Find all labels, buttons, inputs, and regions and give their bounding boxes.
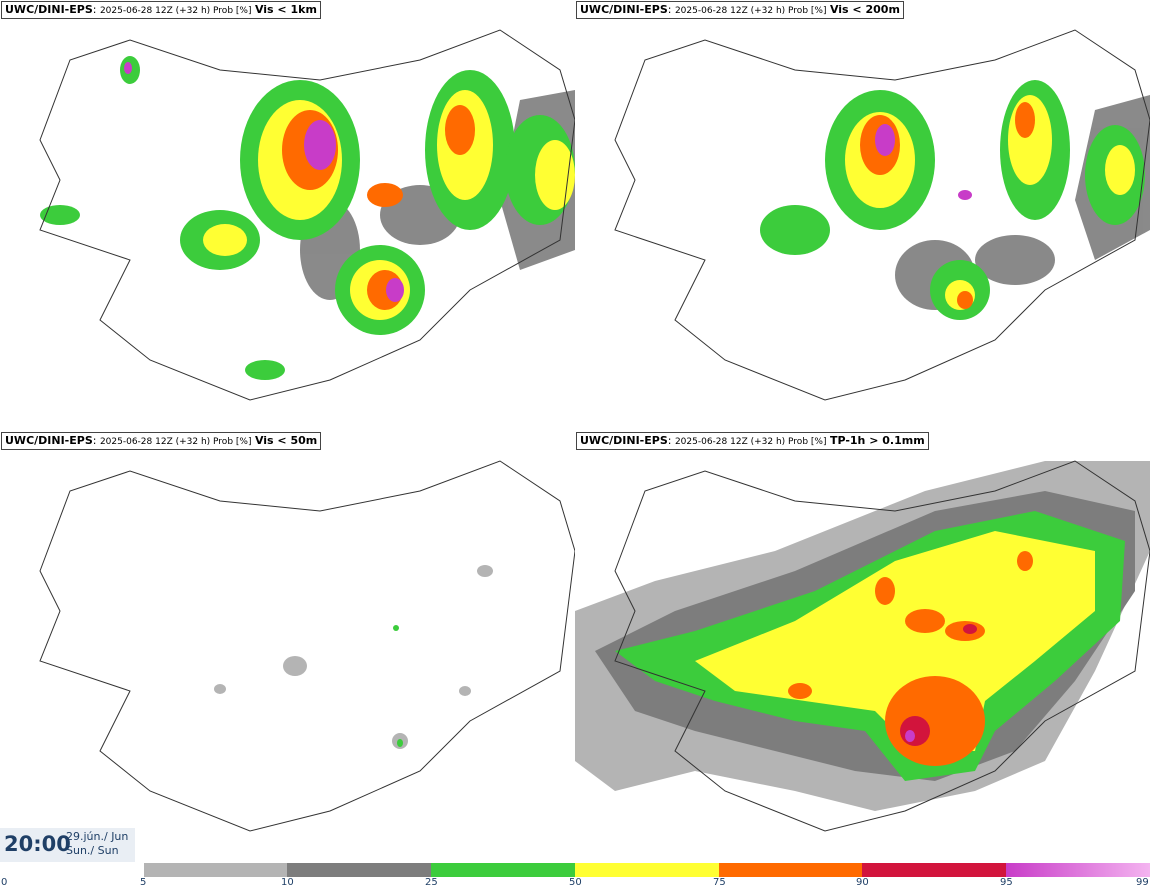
model-name: UWC/DINI-EPS — [5, 3, 93, 16]
valid-time: 20:00 — [4, 832, 71, 856]
run-info: 2025-06-28 12Z (+32 h) Prob [%] — [99, 6, 252, 16]
run-info: 2025-06-28 12Z (+32 h) Prob [%] — [674, 6, 827, 16]
valid-date: 29.jún./ Jun Sun./ Sun — [66, 830, 128, 858]
panel-title: UWC/DINI-EPS: 2025-06-28 12Z (+32 h) Pro… — [1, 1, 321, 19]
legend-tick: 95 — [1000, 877, 1013, 888]
valid-date-line1: 29.jún./ Jun — [66, 830, 129, 843]
valid-date-line2: Sun./ Sun — [66, 844, 119, 857]
panel-title: UWC/DINI-EPS: 2025-06-28 12Z (+32 h) Pro… — [576, 1, 904, 19]
color-legend: 0 5 10 25 50 75 90 95 99 — [0, 863, 1150, 891]
map-panel-vis-50m: UWC/DINI-EPS: 2025-06-28 12Z (+32 h) Pro… — [0, 431, 575, 861]
iceland-vis-1km-map — [39, 29, 575, 401]
panel-title: UWC/DINI-EPS: 2025-06-28 12Z (+32 h) Pro… — [1, 432, 322, 450]
field-name: Vis < 50m — [254, 434, 318, 447]
legend-tick: 99 — [1136, 877, 1149, 888]
legend-bin-50-75 — [575, 863, 719, 877]
legend-bin-90-95 — [862, 863, 1006, 877]
field-name: TP-1h > 0.1mm — [829, 434, 925, 447]
legend-tick: 5 — [140, 877, 147, 888]
field-name: Vis < 1km — [254, 3, 317, 16]
legend-bin-75-90 — [719, 863, 862, 877]
iceland-precip-map — [575, 460, 1150, 832]
model-name: UWC/DINI-EPS — [580, 434, 668, 447]
legend-tick: 90 — [856, 877, 869, 888]
map-panel-tp-1h: UWC/DINI-EPS: 2025-06-28 12Z (+32 h) Pro… — [575, 431, 1150, 861]
map-panel-vis-200m: UWC/DINI-EPS: 2025-06-28 12Z (+32 h) Pro… — [575, 0, 1150, 430]
legend-bin-95-99 — [1006, 863, 1150, 877]
legend-tick: 25 — [425, 877, 438, 888]
field-name: Vis < 200m — [829, 3, 900, 16]
map-panel-vis-1km: UWC/DINI-EPS: 2025-06-28 12Z (+32 h) Pro… — [0, 0, 575, 430]
legend-bin-5-10 — [144, 863, 287, 877]
iceland-vis-50m-map — [39, 460, 575, 832]
legend-tick: 0 — [1, 877, 8, 888]
model-name: UWC/DINI-EPS — [5, 434, 93, 447]
valid-time-box: 20:00 29.jún./ Jun Sun./ Sun — [0, 828, 135, 862]
legend-tick: 50 — [569, 877, 582, 888]
run-info: 2025-06-28 12Z (+32 h) Prob [%] — [674, 437, 827, 447]
legend-bin-10-25 — [287, 863, 431, 877]
model-name: UWC/DINI-EPS — [580, 3, 668, 16]
iceland-vis-200m-map — [614, 29, 1150, 401]
panel-title: UWC/DINI-EPS: 2025-06-28 12Z (+32 h) Pro… — [576, 432, 929, 450]
legend-tick: 75 — [713, 877, 726, 888]
run-info: 2025-06-28 12Z (+32 h) Prob [%] — [99, 437, 252, 447]
legend-tick: 10 — [281, 877, 294, 888]
legend-bin-25-50 — [431, 863, 575, 877]
